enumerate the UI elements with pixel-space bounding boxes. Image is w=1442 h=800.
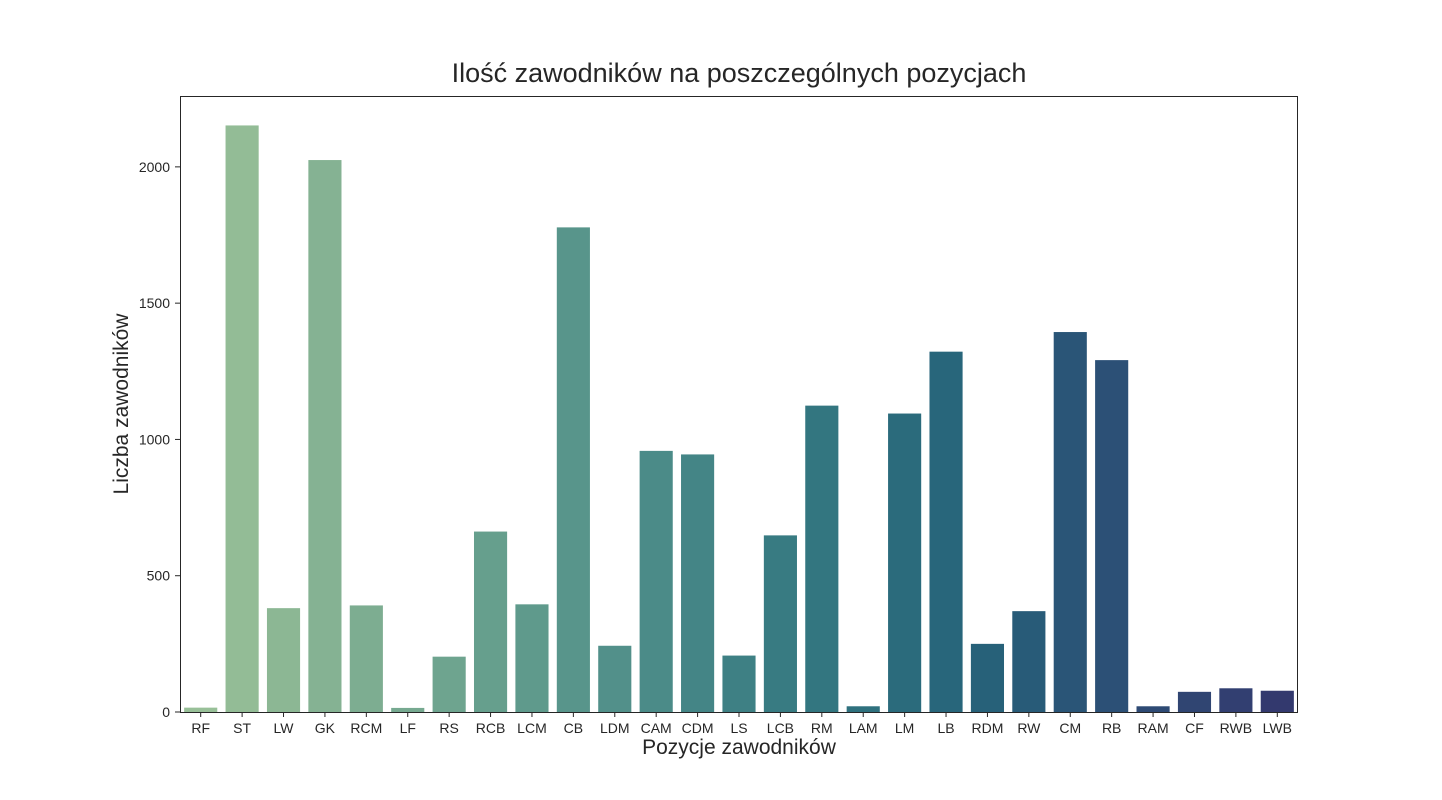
x-tick-label: RDM [971, 720, 1003, 736]
bar-lb [929, 351, 963, 712]
x-axis-ticks: RF ST LW GK RCM LF RS RCB LCM CB LDM CAM CDM LS LCB RM L… [191, 712, 1292, 736]
x-tick-label: RAM [1138, 720, 1169, 736]
x-tick-label: LS [730, 720, 747, 736]
bar-lcm [515, 604, 549, 712]
bar-rm [805, 405, 839, 712]
plot-frame [180, 96, 1298, 713]
x-tick-label: LF [400, 720, 416, 736]
x-tick-label: LM [895, 720, 914, 736]
bar-lm [888, 413, 922, 712]
x-tick-label: LCB [767, 720, 794, 736]
bar-cam [639, 450, 673, 712]
x-tick-label: RCM [350, 720, 382, 736]
x-tick-label: CM [1059, 720, 1081, 736]
chart-title: Ilość zawodników na poszczególnych pozyc… [451, 58, 1027, 88]
bar-rf [184, 707, 218, 712]
x-tick-label: CAM [641, 720, 672, 736]
x-tick-label: LWB [1263, 720, 1292, 736]
y-tick-label: 0 [162, 704, 170, 720]
y-tick-label: 2000 [139, 159, 170, 175]
bar-cb [556, 227, 590, 712]
y-tick-label: 1000 [139, 431, 170, 447]
bar-lw [266, 608, 301, 712]
x-tick-label: LCM [517, 720, 547, 736]
x-tick-label: RW [1017, 720, 1041, 736]
x-tick-label: LDM [600, 720, 630, 736]
bar-gk [308, 160, 342, 712]
x-tick-label: ST [233, 720, 251, 736]
x-tick-label: LB [937, 720, 954, 736]
x-tick-label: RS [439, 720, 458, 736]
x-tick-label: LW [274, 720, 295, 736]
x-tick-label: CF [1185, 720, 1204, 736]
x-axis-label: Pozycje zawodników [642, 736, 836, 759]
x-tick-label: RCB [476, 720, 506, 736]
y-tick-label: 500 [147, 568, 171, 584]
bar-ls [722, 655, 756, 712]
bar-rdm [970, 643, 1005, 712]
bar-cdm [681, 454, 715, 712]
bar-cf [1177, 691, 1212, 712]
bar-st [225, 125, 259, 713]
x-tick-label: CB [564, 720, 583, 736]
y-tick-label: 1500 [139, 295, 170, 311]
bars-group [184, 125, 1294, 713]
bar-lwb [1260, 690, 1294, 712]
x-tick-label: RF [191, 720, 210, 736]
x-tick-label: RB [1102, 720, 1121, 736]
x-tick-label: RM [811, 720, 833, 736]
bar-ram [1136, 706, 1170, 712]
bar-ldm [598, 645, 632, 712]
bar-rwb [1219, 688, 1253, 712]
bar-rs [432, 656, 466, 712]
bar-rb [1095, 360, 1129, 712]
bar-rcm [349, 605, 383, 712]
bar-lf [391, 707, 425, 712]
y-axis-ticks: 0 500 1000 1500 2000 [139, 159, 180, 720]
bar-cm [1053, 332, 1087, 712]
x-tick-label: RWB [1220, 720, 1252, 736]
bar-lcb [763, 535, 797, 712]
x-tick-label: GK [315, 720, 336, 736]
bar-rcb [473, 531, 508, 712]
bar-lam [846, 706, 880, 712]
x-tick-label: CDM [682, 720, 714, 736]
x-tick-label: LAM [849, 720, 878, 736]
bar-rw [1012, 611, 1046, 712]
